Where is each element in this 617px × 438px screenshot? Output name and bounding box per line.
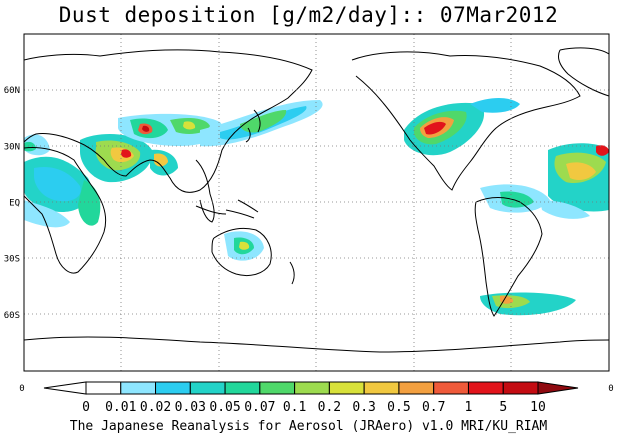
colorbar-label: 0.05 xyxy=(209,400,240,415)
map-border xyxy=(23,33,610,372)
coastline-australia xyxy=(211,227,272,277)
coastline-indonesia xyxy=(195,199,259,219)
coastline-japan xyxy=(245,109,261,143)
longitude-label-left: 0 xyxy=(19,384,24,394)
colorbar-swatch xyxy=(259,381,296,395)
dust-plume-india-core xyxy=(154,153,168,167)
longitude-label-right: 0 xyxy=(608,384,613,394)
coastline-africa xyxy=(24,147,107,274)
dust-plume-sahara-east-core xyxy=(566,162,596,180)
colorbar-label: 5 xyxy=(499,400,507,415)
colorbar-label: 10 xyxy=(530,400,546,415)
latitude-label: 60S xyxy=(4,311,20,321)
coastline-south-america xyxy=(474,197,543,317)
colorbar-swatch xyxy=(189,381,226,395)
colorbar-label: 1 xyxy=(465,400,473,415)
grid-lines xyxy=(24,34,609,371)
colorbar-swatch xyxy=(294,381,330,395)
colorbar-swatch xyxy=(120,381,157,395)
colorbar-swatch xyxy=(502,381,539,395)
dust-plume-atlantic-nw-core xyxy=(24,141,36,152)
colorbar-swatch xyxy=(467,381,504,395)
colorbar-label: 0.1 xyxy=(283,400,306,415)
colorbar-swatch xyxy=(155,381,191,395)
dust-shading xyxy=(24,98,609,316)
map-title: Dust deposition [g/m2/day]:: 07Mar2012 xyxy=(58,3,559,27)
dust-plume-japan xyxy=(240,110,287,133)
colorbar-label: 0.5 xyxy=(387,400,410,415)
map-frame xyxy=(23,33,610,372)
colorbar-swatch xyxy=(433,381,469,395)
colorbar-label: 0.02 xyxy=(140,400,171,415)
latitude-label: EQ xyxy=(9,199,20,209)
colorbar-label: 0.01 xyxy=(105,400,136,415)
dust-hotspot-great-plains xyxy=(424,121,446,135)
colorbar-swatch xyxy=(224,381,261,395)
dust-plume-east-atlantic-south xyxy=(540,200,590,219)
latitude-labels: 60N 30N EQ 30S 60S xyxy=(4,86,20,321)
colorbar-high-arrow xyxy=(537,381,579,395)
dust-plume-caribbean-core xyxy=(500,191,534,208)
colorbar-label: 0.07 xyxy=(244,400,275,415)
dust-hotspot-sahara-east xyxy=(596,145,609,156)
colorbar-label: 0.03 xyxy=(175,400,206,415)
colorbar-label: 0.7 xyxy=(422,400,445,415)
dust-plume-sahara-core xyxy=(34,166,81,202)
colorbar-swatch xyxy=(398,381,435,395)
colorbar-low-arrow xyxy=(43,381,87,395)
colorbar-label: 0 xyxy=(82,400,90,415)
coastline-north-america xyxy=(351,51,581,191)
coastlines xyxy=(24,47,609,353)
coastline-new-zealand xyxy=(289,261,295,285)
coastline-greenland xyxy=(557,47,609,97)
dust-hotspot-australia xyxy=(239,241,250,250)
coastline-indochina xyxy=(195,159,215,223)
dust-hotspot-gobi xyxy=(183,121,196,130)
colorbar-label: 0.3 xyxy=(352,400,375,415)
colorbar-swatch xyxy=(363,381,400,395)
latitude-label: 30S xyxy=(4,255,20,265)
coastline-antarctica xyxy=(24,336,609,353)
dust-plume-east-africa xyxy=(78,180,101,226)
latitude-label: 30N xyxy=(4,142,20,152)
dust-hotspot-taklimakan-core xyxy=(142,125,150,132)
footer-credit: The Japanese Reanalysis for Aerosol (JRA… xyxy=(69,419,548,434)
colorbar-swatch xyxy=(85,381,122,395)
latitude-label: 60N xyxy=(4,86,20,96)
dust-hotspot-persia xyxy=(121,149,132,158)
colorbar-swatch xyxy=(328,381,365,395)
colorbar: 0 0.01 0.02 0.03 0.05 0.07 0.1 0.2 0.3 0.5 0.7 1 5 10 xyxy=(43,381,579,415)
dust-plume-north-atlantic xyxy=(470,98,520,113)
colorbar-label: 0.2 xyxy=(318,400,341,415)
